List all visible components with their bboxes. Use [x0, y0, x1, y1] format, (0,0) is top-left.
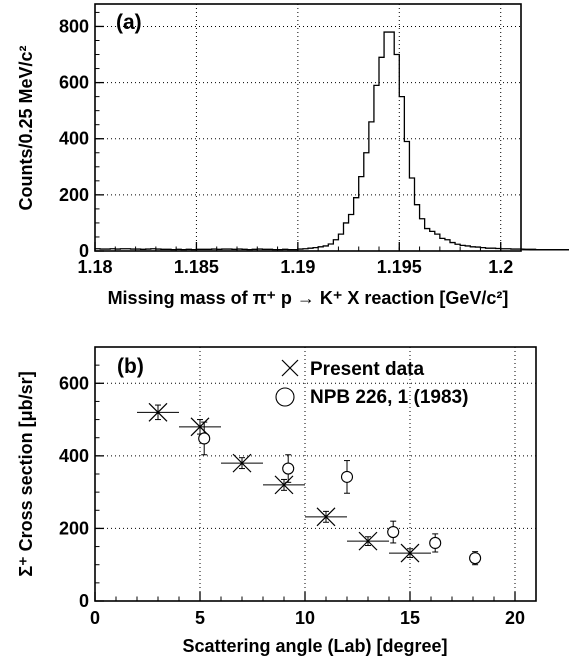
present-data-point: [179, 417, 221, 437]
npb-reference-point: [387, 520, 400, 544]
cross-marker: [400, 543, 420, 563]
circle-marker: [387, 526, 400, 539]
present-data-point: [305, 507, 347, 527]
panel-b-x-tick-label: 15: [400, 608, 420, 628]
panel-a-y-axis-label: Counts/0.25 MeV/c²: [16, 45, 36, 210]
panel-a-y-tick-labels: 0 200 400 600 800: [59, 16, 89, 261]
npb-reference-point: [198, 421, 211, 456]
panel-b-x-axis-label: Scattering angle (Lab) [degree]: [182, 636, 447, 656]
cross-marker-stroke: [232, 453, 252, 473]
legend-npb-reference: NPB 226, 1 (1983): [310, 387, 468, 408]
present-data-point: [137, 402, 179, 422]
panel-a-x-tick-label: 1.185: [174, 257, 219, 277]
panel-a-grid: [95, 4, 521, 251]
panel-b-y-tick-labels: 0 200 400 600: [59, 373, 89, 611]
panel-b-y-tick-label: 200: [59, 518, 89, 538]
panel-b-cross-section-plot: 0 5 10 15 20 0 200 400 600 (b) Scattering angle…: [16, 346, 537, 656]
panel-a-y-tick-label: 0: [79, 241, 89, 261]
cross-marker: [358, 531, 378, 551]
legend-circle-symbol: [275, 387, 295, 407]
cross-marker-stroke: [316, 507, 336, 527]
present-data-point: [263, 475, 305, 495]
panel-b-x-tick-labels: 0 5 10 15 20: [90, 608, 525, 628]
panel-a-histogram-line: [95, 31, 569, 251]
circle-marker: [429, 536, 442, 549]
panel-a-x-tick-label: 1.195: [377, 257, 422, 277]
npb-reference-point: [469, 551, 482, 566]
legend-cross-symbol: [281, 359, 299, 377]
panel-a-x-tick-labels: 1.18 1.185 1.19 1.195 1.2: [77, 257, 513, 277]
circle-marker: [282, 462, 295, 475]
panel-b-x-tick-label: 10: [295, 608, 315, 628]
circle-marker: [198, 432, 211, 445]
panel-b-y-tick-label: 0: [79, 591, 89, 611]
panel-b-label: (b): [117, 355, 144, 378]
legend-cross-marker: [281, 359, 299, 377]
present-data-point: [347, 531, 389, 551]
panel-b-frame: [94, 346, 537, 602]
panel-b-legend: Present data NPB 226, 1 (1983): [275, 359, 468, 408]
cross-marker: [148, 402, 168, 422]
npb-reference-point: [282, 454, 295, 483]
cross-marker-stroke: [148, 402, 168, 422]
panel-a-x-tick-label: 1.19: [280, 257, 315, 277]
cross-marker: [232, 453, 252, 473]
cross-marker: [316, 507, 336, 527]
panel-a-x-tick-label: 1.18: [77, 257, 112, 277]
present-data-point: [389, 543, 431, 563]
cross-marker: [274, 475, 294, 495]
panel-a-label: (a): [116, 11, 142, 34]
present-data-point: [221, 453, 263, 473]
legend-present-data: Present data: [310, 359, 424, 380]
npb-reference-point: [429, 533, 442, 553]
panel-b-data-points: [137, 402, 482, 566]
cross-marker-stroke: [400, 543, 420, 563]
panel-b-tick-marks: [94, 346, 537, 602]
panel-a-frame: [94, 3, 522, 252]
cross-marker-stroke: [358, 531, 378, 551]
cross-marker-stroke: [274, 475, 294, 495]
panel-b-grid: [95, 347, 536, 601]
cross-marker-stroke: [190, 417, 210, 437]
panel-b-x-tick-label: 0: [90, 608, 100, 628]
panel-a-x-axis-label: Missing mass of π⁺ p → K⁺ X reaction [Ge…: [108, 288, 509, 308]
legend-circle-marker: [275, 387, 295, 407]
circle-marker: [340, 470, 354, 483]
panel-b-x-tick-label: 20: [505, 608, 525, 628]
panel-a-y-tick-label: 600: [59, 73, 89, 93]
circle-marker: [469, 552, 482, 565]
panel-b-y-tick-label: 600: [59, 373, 89, 393]
panel-a-x-tick-label: 1.2: [488, 257, 513, 277]
panel-b-y-tick-label: 400: [59, 446, 89, 466]
cross-marker-stroke: [281, 359, 299, 377]
panel-b-x-tick-label: 5: [195, 608, 205, 628]
panel-a-y-tick-label: 200: [59, 185, 89, 205]
npb-reference-point: [340, 460, 354, 494]
panel-a-tick-marks: [94, 11, 522, 252]
panel-a-y-tick-label: 400: [59, 129, 89, 149]
panel-b-y-axis-label: Σ⁺ Cross section [μb/sr]: [16, 371, 36, 576]
panel-a-y-tick-label: 800: [59, 16, 89, 36]
